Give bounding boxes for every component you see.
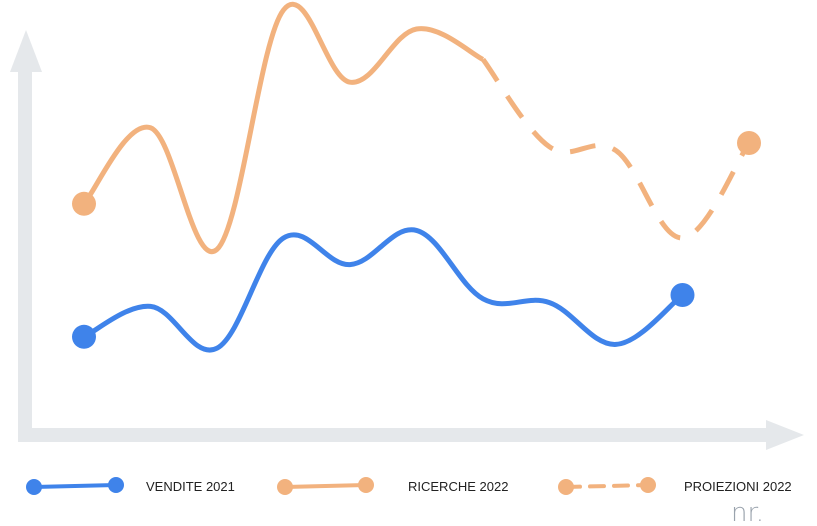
series-line-0 — [82, 227, 685, 353]
series-line-2 — [481, 57, 752, 241]
series-line-1 — [82, 1, 485, 255]
legend-marker — [640, 477, 656, 493]
legend: VENDITE 2021 RICERCHE 2022 PROIEZIONI 20… — [26, 477, 792, 495]
x-axis-arrow — [766, 420, 804, 450]
x-axis-line — [18, 428, 774, 442]
data-point-marker — [737, 131, 761, 155]
legend-line — [283, 483, 368, 489]
legend-label: PROIEZIONI 2022 — [684, 479, 792, 494]
series-layer — [72, 1, 761, 353]
data-point-marker — [670, 283, 695, 307]
legend-marker — [558, 479, 574, 495]
y-axis-arrow — [10, 30, 42, 72]
unit-label: nr. — [731, 498, 764, 526]
legend-item-proiezioni: PROIEZIONI 2022 — [558, 477, 792, 495]
legend-label: VENDITE 2021 — [146, 479, 235, 494]
legend-item-ricerche: RICERCHE 2022 — [277, 477, 508, 495]
data-point-marker — [72, 191, 96, 216]
legend-item-vendite: VENDITE 2021 — [26, 477, 235, 495]
legend-marker — [26, 479, 42, 495]
legend-marker — [358, 477, 374, 493]
axes — [10, 30, 804, 450]
y-axis-line — [18, 58, 32, 440]
legend-marker — [108, 477, 124, 493]
legend-label: RICERCHE 2022 — [408, 479, 508, 494]
legend-line — [564, 483, 650, 489]
legend-marker — [277, 479, 293, 495]
legend-line — [32, 483, 118, 489]
data-point-marker — [72, 324, 96, 349]
